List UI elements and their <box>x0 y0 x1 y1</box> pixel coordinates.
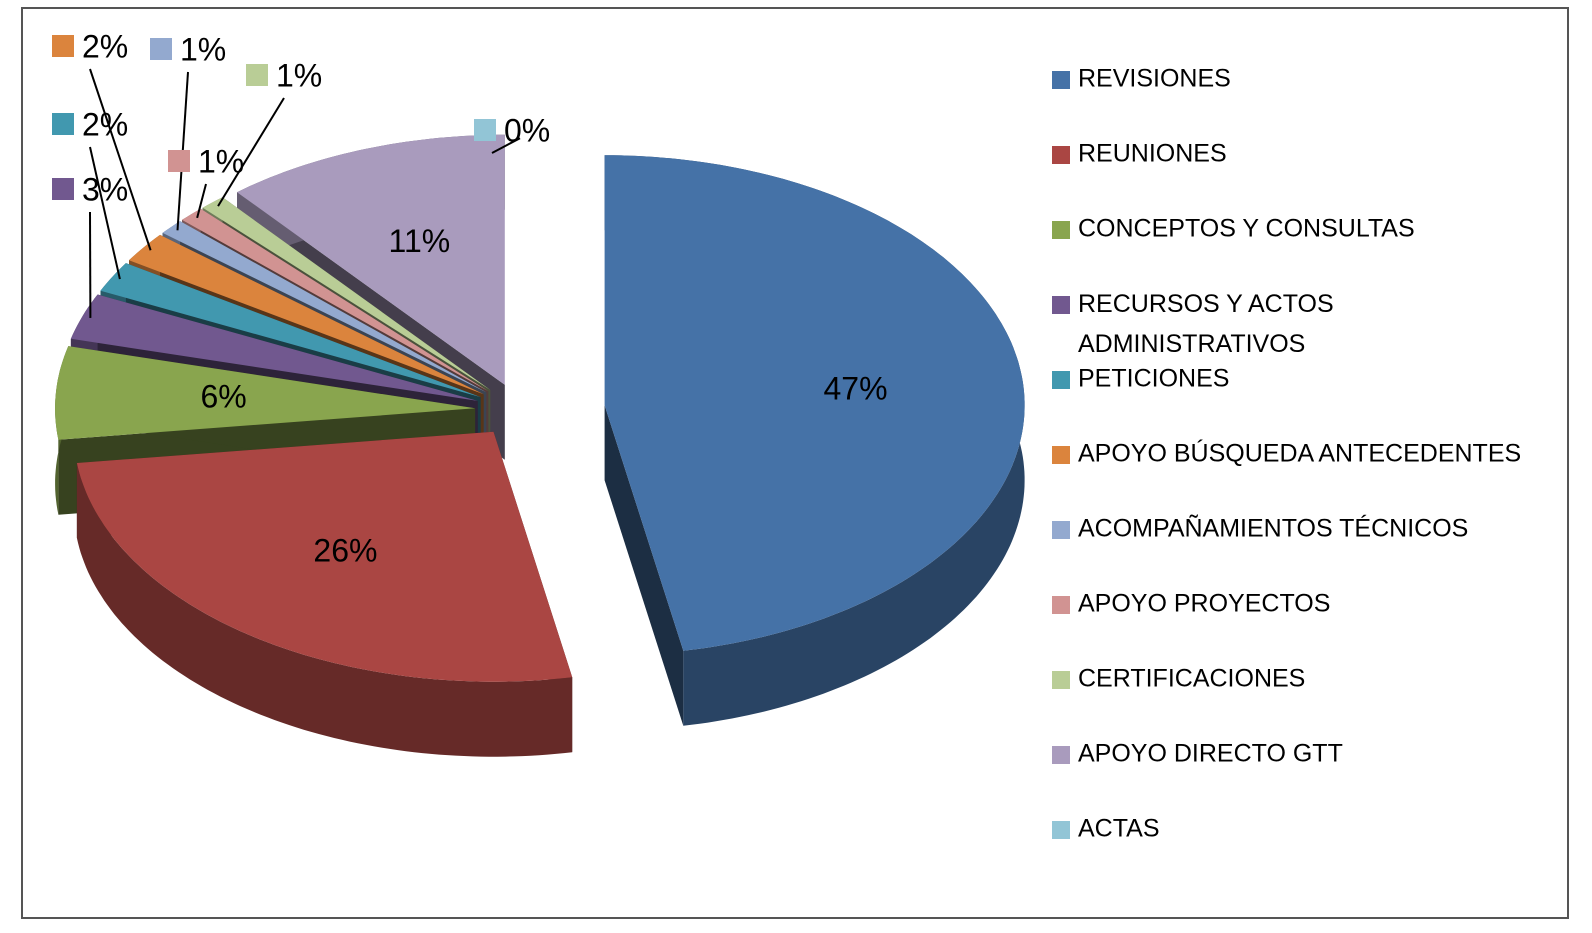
label-key <box>52 113 74 135</box>
slice <box>182 208 489 392</box>
legend-key <box>1052 221 1070 239</box>
slice-group <box>604 155 1025 726</box>
leader-line <box>491 137 521 154</box>
data-label: 11% <box>389 223 451 259</box>
legend-key <box>1052 446 1070 464</box>
legend-label: REUNIONES <box>1078 140 1227 168</box>
data-label: 1% <box>198 143 244 179</box>
legend-label: ACTAS <box>1078 815 1160 843</box>
data-label: 1% <box>276 57 322 93</box>
data-label: 1% <box>180 31 226 67</box>
legend-label: ACOMPAÑAMIENTOS TÉCNICOS <box>1078 514 1468 543</box>
legend-key <box>1052 296 1070 314</box>
label-key <box>168 150 190 172</box>
slice <box>604 155 1025 651</box>
slice <box>237 134 505 385</box>
chart-border <box>21 7 1569 919</box>
data-label: 47% <box>823 371 887 407</box>
legend-label: APOYO BÚSQUEDA ANTECEDENTES <box>1078 439 1521 468</box>
slice <box>70 294 478 401</box>
slice <box>100 263 481 398</box>
leader-line <box>196 183 207 219</box>
legend-label: PETICIONES <box>1078 365 1229 393</box>
data-label: 2% <box>82 28 128 64</box>
data-label: 6% <box>200 378 246 414</box>
legend-key <box>1052 596 1070 614</box>
legend-key <box>1052 371 1070 389</box>
legend-key <box>1052 821 1070 839</box>
label-key <box>150 38 172 60</box>
label-key <box>474 119 496 141</box>
slice <box>162 221 487 393</box>
slice-side <box>76 463 573 757</box>
slice <box>202 197 491 390</box>
legend-label: APOYO PROYECTOS <box>1078 590 1330 618</box>
legend-key <box>1052 71 1070 89</box>
leader-line <box>89 146 121 280</box>
legend-key <box>1052 671 1070 689</box>
slice-group <box>76 431 573 757</box>
leader-line <box>89 68 152 251</box>
slice-wall <box>604 405 684 726</box>
legend-key <box>1052 146 1070 164</box>
legend-key <box>1052 521 1070 539</box>
legend-label: RECURSOS Y ACTOS ADMINISTRATIVOS <box>1078 290 1334 358</box>
legend-label: REVISIONES <box>1078 65 1231 93</box>
slice <box>76 431 573 682</box>
data-label: 26% <box>313 532 377 568</box>
label-key <box>52 178 74 200</box>
label-key <box>246 64 268 86</box>
data-label: 0% <box>504 112 550 148</box>
legend-label: CERTIFICACIONES <box>1078 665 1305 693</box>
label-key <box>52 35 74 57</box>
leader-line <box>217 97 285 207</box>
slice <box>129 234 484 395</box>
legend-key <box>1052 746 1070 764</box>
data-label: 3% <box>82 171 128 207</box>
legend-label: APOYO DIRECTO GTT <box>1078 740 1343 768</box>
legend-label: CONCEPTOS Y CONSULTAS <box>1078 215 1415 243</box>
slice <box>55 346 476 440</box>
